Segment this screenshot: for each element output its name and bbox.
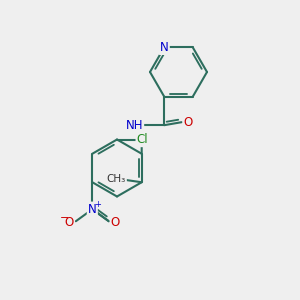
Text: Cl: Cl: [137, 133, 148, 146]
Text: −: −: [60, 213, 70, 223]
Text: NH: NH: [125, 119, 143, 132]
Text: +: +: [94, 200, 101, 209]
Text: O: O: [111, 216, 120, 229]
Text: N: N: [160, 41, 169, 54]
Text: N: N: [88, 203, 97, 216]
Text: O: O: [184, 116, 193, 129]
Text: O: O: [64, 216, 74, 229]
Text: CH₃: CH₃: [106, 174, 126, 184]
